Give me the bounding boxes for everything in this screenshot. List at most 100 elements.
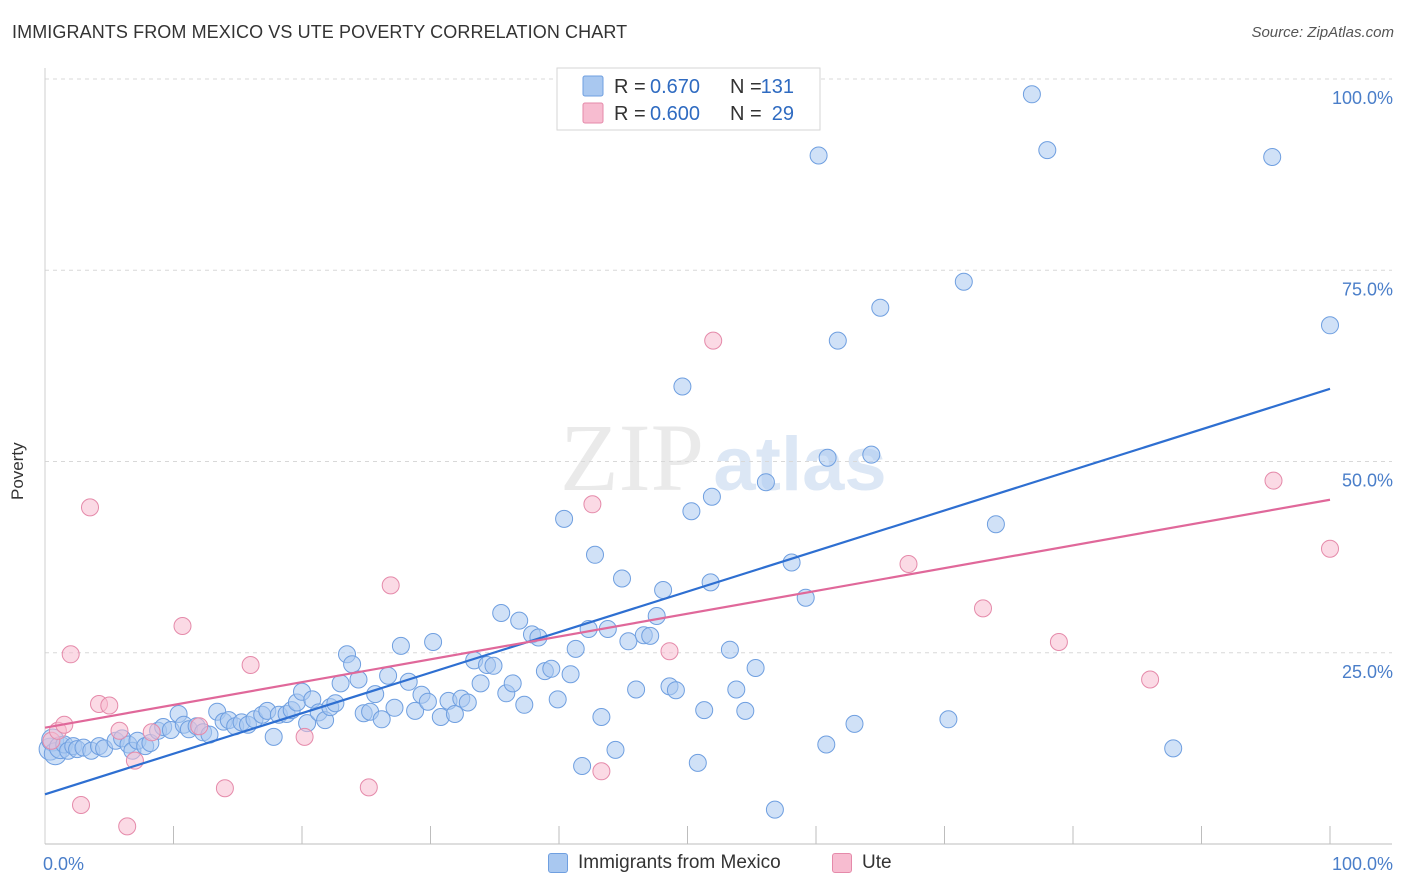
point-mexico-74 [492,604,511,622]
y-tick-label-1: 50.0% [1342,471,1393,491]
point-mexico-110 [736,701,755,720]
point-ute-3 [61,645,80,664]
legend-swatch-mexico [548,853,568,873]
point-mexico-97 [641,626,660,645]
point-mexico-73 [484,656,503,675]
trend-lines [44,387,1331,796]
stats-r-label-ute: R = [614,103,646,125]
trend-line-ute [44,498,1331,729]
point-mexico-109 [727,680,746,699]
point-ute-22 [704,331,723,350]
point-mexico-95 [627,680,646,699]
point-mexico-129 [1263,148,1282,166]
point-mexico-107 [702,487,721,506]
point-mexico-112 [756,473,775,492]
point-mexico-122 [871,298,890,317]
point-ute-12 [173,617,192,635]
point-mexico-77 [510,611,529,630]
stats-swatch-mexico [582,75,604,97]
point-ute-16 [295,727,314,746]
point-mexico-99 [654,581,673,599]
point-mexico-37 [264,727,283,746]
point-mexico-58 [385,698,404,717]
point-mexico-85 [561,665,580,684]
point-ute-18 [381,576,400,595]
axes [44,68,1392,845]
point-ute-26 [1141,670,1160,689]
stats-n-label-mexico: N = [730,76,762,98]
series-legend: Immigrants from Mexico Ute [0,852,1406,878]
legend-item-ute: Ute [832,852,892,874]
point-mexico-90 [592,708,611,726]
point-mexico-87 [573,757,592,775]
point-mexico-125 [986,515,1005,534]
point-mexico-116 [809,146,828,165]
point-ute-17 [359,778,378,797]
legend-item-mexico: Immigrants from Mexico [548,852,781,874]
point-mexico-113 [765,800,784,819]
point-mexico-82 [542,659,561,678]
point-mexico-84 [555,509,574,528]
stats-n-value-mexico: 131 [761,76,794,98]
point-ute-11 [142,723,161,742]
point-ute-7 [100,696,119,715]
point-ute-13 [190,717,209,736]
point-mexico-118 [818,448,837,467]
point-mexico-123 [939,710,958,729]
point-mexico-101 [666,681,685,700]
point-mexico-51 [343,655,362,674]
point-ute-19 [583,495,602,514]
y-tick-label-3: 100.0% [1332,88,1393,108]
legend-label-mexico: Immigrants from Mexico [578,852,781,873]
point-ute-8 [110,721,129,740]
watermark-atlas: atlas [713,422,886,507]
point-mexico-76 [503,674,522,693]
point-mexico-59 [391,636,410,655]
point-ute-25 [1049,633,1068,651]
point-mexico-124 [954,272,973,291]
y-tick-label-2: 75.0% [1342,279,1393,299]
point-mexico-78 [515,695,534,714]
point-mexico-128 [1164,739,1183,758]
y-tick-labels: 25.0% 50.0% 75.0% 100.0% [1332,88,1393,682]
legend-label-ute: Ute [862,852,892,873]
point-ute-24 [974,599,992,618]
point-mexico-92 [606,740,625,759]
watermark: ZIP atlas [560,404,887,511]
legend-swatch-ute [832,853,852,873]
point-mexico-108 [720,640,739,659]
point-mexico-117 [817,735,836,754]
x-tick-label-min: 0.0% [43,854,84,874]
stats-r-label-mexico: R = [614,76,646,98]
point-mexico-63 [418,692,437,711]
gridlines [45,78,1392,654]
point-ute-9 [118,817,137,836]
stats-r-value-mexico: 0.670 [650,76,700,98]
point-mexico-89 [586,545,604,564]
point-ute-28 [1321,539,1339,558]
point-mexico-83 [548,690,567,709]
point-mexico-93 [613,569,631,588]
point-mexico-103 [682,502,701,521]
source-label: Source: ZipAtlas.com [1251,24,1394,41]
point-mexico-130 [1321,316,1339,335]
point-mexico-98 [647,607,666,625]
point-ute-15 [241,656,260,674]
point-mexico-120 [845,714,864,733]
point-ute-21 [660,642,679,661]
trend-line-mexico [44,387,1331,796]
stats-n-label-ute: N = [730,103,762,125]
point-mexico-86 [566,639,585,658]
point-ute-20 [592,762,611,781]
point-mexico-71 [471,674,490,693]
stats-swatch-ute [582,102,604,124]
point-mexico-119 [828,331,847,350]
point-mexico-67 [445,705,464,723]
point-mexico-104 [688,753,707,772]
point-mexico-105 [695,701,714,720]
watermark-zip: ZIP [560,404,704,511]
point-mexico-94 [619,632,638,651]
point-mexico-127 [1038,141,1057,160]
point-mexico-69 [458,693,477,712]
